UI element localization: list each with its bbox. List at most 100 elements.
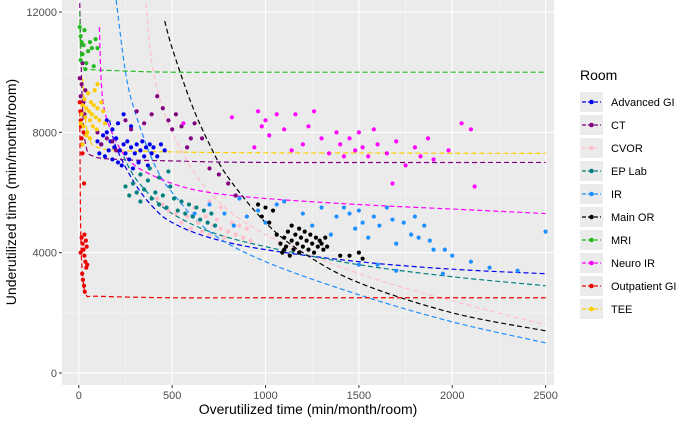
- point-ep-lab: [134, 190, 139, 195]
- point-tee: [100, 109, 106, 114]
- point-tee: [82, 97, 87, 102]
- point-tee: [86, 109, 92, 114]
- point-main-or: [310, 241, 315, 246]
- point-cvor: [173, 211, 178, 216]
- point-advanced-gi: [155, 154, 160, 159]
- point-cvor: [155, 196, 160, 201]
- point-neuro-ir: [293, 112, 298, 117]
- point-outpatient-gi: [81, 181, 87, 186]
- y-tick-label: 4000: [33, 248, 57, 260]
- point-neuro-ir: [338, 142, 343, 147]
- point-cvor: [196, 220, 201, 225]
- point-outpatient-gi: [81, 130, 86, 135]
- point-tee: [90, 124, 95, 129]
- point-main-or: [311, 250, 317, 255]
- point-outpatient-gi: [80, 271, 85, 276]
- data-points: [77, 24, 548, 294]
- point-advanced-gi: [130, 166, 136, 171]
- point-advanced-gi: [119, 163, 124, 168]
- point-cvor: [214, 217, 220, 222]
- point-main-or: [293, 232, 298, 237]
- point-ct: [79, 82, 84, 87]
- point-main-or: [317, 238, 322, 243]
- point-tee: [86, 91, 91, 96]
- point-main-or: [263, 205, 268, 210]
- point-advanced-gi: [140, 139, 145, 144]
- point-main-or: [255, 202, 261, 207]
- y-tick-label: 12000: [26, 7, 57, 19]
- point-advanced-gi: [95, 139, 100, 144]
- point-tee: [99, 100, 104, 105]
- point-ep-lab: [171, 196, 177, 201]
- point-neuro-ir: [375, 142, 380, 147]
- point-main-or: [304, 238, 309, 243]
- point-advanced-gi: [110, 157, 115, 162]
- point-ir: [353, 226, 358, 231]
- legend-key-outpatient-gi: [580, 276, 603, 296]
- point-neuro-ir: [472, 184, 477, 189]
- point-advanced-gi: [151, 145, 156, 150]
- point-neuro-ir: [341, 154, 347, 159]
- point-ep-lab: [209, 211, 214, 216]
- point-advanced-gi: [149, 151, 154, 156]
- legend: Room Advanced GI CT CVOR EP Lab IR Main OR MRI…: [580, 67, 676, 319]
- point-ir: [334, 214, 339, 219]
- point-ir: [409, 232, 414, 237]
- point-cvor: [233, 232, 238, 237]
- point-neuro-ir: [468, 127, 474, 132]
- point-outpatient-gi: [79, 136, 84, 141]
- point-ir: [543, 229, 548, 234]
- point-ct: [226, 181, 231, 186]
- point-neuro-ir: [459, 121, 464, 126]
- legend-key-neuro-ir: [580, 253, 603, 273]
- point-ir: [431, 247, 436, 252]
- point-ep-lab: [179, 199, 184, 204]
- point-main-or: [315, 244, 320, 249]
- point-tee: [97, 118, 102, 123]
- point-advanced-gi: [121, 112, 126, 117]
- point-neuro-ir: [300, 142, 305, 147]
- point-cvor: [166, 208, 171, 213]
- point-mri: [77, 24, 82, 30]
- point-ep-lab: [130, 181, 136, 186]
- point-main-or: [297, 250, 302, 255]
- point-ep-lab: [201, 208, 207, 213]
- point-neuro-ir: [229, 115, 235, 120]
- point-outpatient-gi: [84, 244, 89, 249]
- point-advanced-gi: [132, 151, 137, 156]
- point-outpatient-gi: [82, 289, 87, 294]
- point-main-or: [360, 256, 365, 261]
- point-cvor: [185, 214, 190, 219]
- legend-label-advanced-gi: Advanced GI: [611, 97, 675, 109]
- legend-title: Room: [580, 67, 617, 83]
- point-advanced-gi: [136, 160, 141, 165]
- point-ct: [77, 76, 82, 81]
- point-main-or: [280, 250, 285, 255]
- point-ct: [104, 136, 109, 141]
- point-cvor: [160, 202, 165, 207]
- point-ir: [416, 235, 421, 240]
- point-advanced-gi: [114, 136, 119, 141]
- point-ep-lab: [186, 202, 192, 207]
- point-outpatient-gi: [81, 283, 87, 288]
- point-cvor: [218, 205, 223, 210]
- point-outpatient-gi: [83, 238, 88, 243]
- legend-key-mri: [580, 230, 603, 250]
- point-neuro-ir: [274, 112, 279, 117]
- legend-label-neuro-ir: Neuro IR: [611, 258, 655, 270]
- curve-ep-lab: [123, 156, 546, 287]
- point-advanced-gi: [147, 142, 152, 147]
- y-tick-label: 0: [51, 368, 57, 380]
- point-tee: [84, 133, 89, 138]
- point-mri: [87, 40, 93, 45]
- point-ep-lab: [190, 214, 195, 219]
- point-neuro-ir: [431, 157, 436, 162]
- point-ir: [412, 214, 417, 219]
- point-ir: [319, 205, 324, 210]
- point-mri: [80, 52, 85, 57]
- point-ir: [442, 247, 447, 252]
- point-mri: [78, 33, 83, 39]
- point-neuro-ir: [390, 181, 395, 186]
- point-main-or: [295, 241, 300, 246]
